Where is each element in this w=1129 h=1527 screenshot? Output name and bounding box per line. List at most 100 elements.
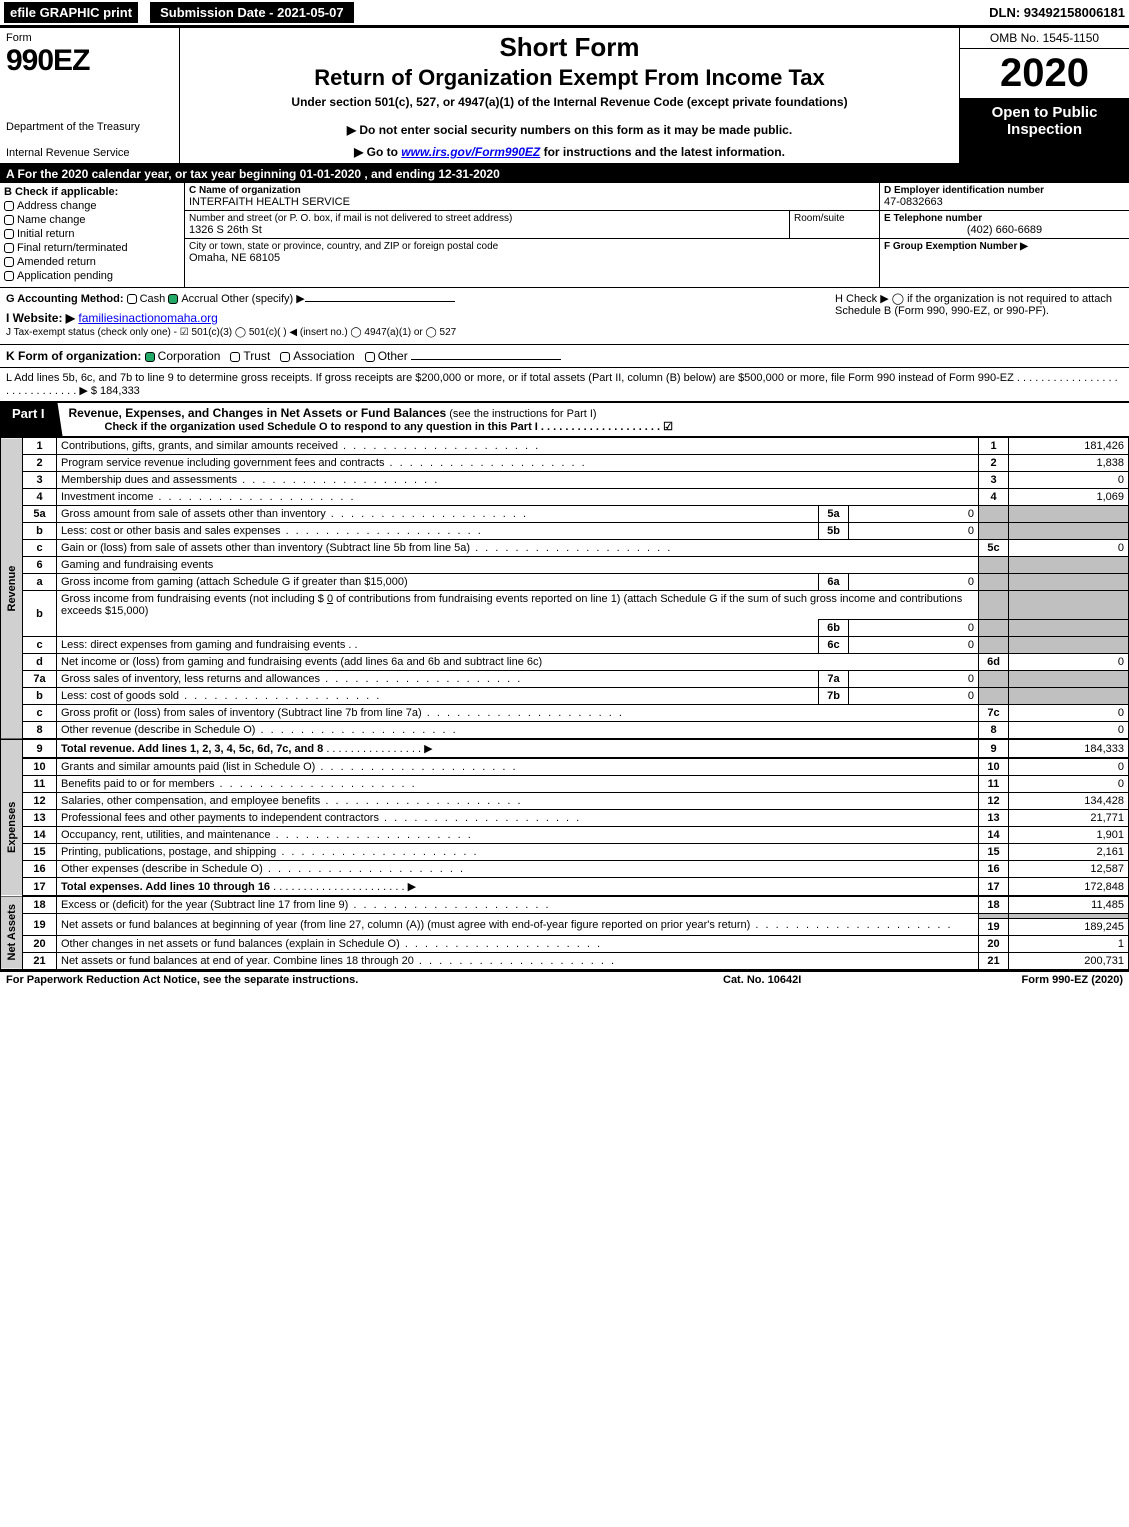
omb-number: OMB No. 1545-1150 [960,28,1129,49]
city-state-zip: Omaha, NE 68105 [189,252,875,264]
top-bar: efile GRAPHIC print Submission Date - 20… [0,0,1129,28]
form-label: Form [6,32,173,44]
efile-print-button[interactable]: efile GRAPHIC print [4,2,138,23]
address-label: Number and street (or P. O. box, if mail… [189,213,785,224]
part-1-header: Part I Revenue, Expenses, and Changes in… [0,403,1129,437]
line-20-refnum: 20 [979,936,1009,953]
footer-form-ref: Form 990-EZ (2020) [923,974,1123,986]
line-10-num: 10 [23,758,57,776]
goto-prefix: ▶ Go to [354,145,401,159]
check-initial-return[interactable]: Initial return [4,228,180,240]
line-10-refnum: 10 [979,758,1009,776]
line-13-num: 13 [23,810,57,827]
line-11-value: 0 [1009,776,1129,793]
tax-year: 2020 [960,49,1129,98]
line-18-desc: Excess or (deficit) for the year (Subtra… [57,896,979,914]
line-6d-num: d [23,654,57,671]
dept-treasury: Department of the Treasury [6,121,173,133]
irs: Internal Revenue Service [6,147,173,159]
checkbox-icon [127,294,137,304]
website-link[interactable]: familiesinactionomaha.org [78,311,217,325]
grey-cell [1009,591,1129,620]
line-19-num: 19 [23,914,57,936]
section-b: B Check if applicable: Address change Na… [0,183,185,287]
goto-link[interactable]: www.irs.gov/Form990EZ [401,145,540,159]
line-13-value: 21,771 [1009,810,1129,827]
line-15-desc: Printing, publications, postage, and shi… [57,844,979,861]
line-18-num: 18 [23,896,57,914]
line-7c-num: c [23,705,57,722]
line-5c-value: 0 [1009,540,1129,557]
line-9-refnum: 9 [979,739,1009,758]
line-8-value: 0 [1009,722,1129,740]
line-5c-num: c [23,540,57,557]
line-2-num: 2 [23,455,57,472]
goto-suffix: for instructions and the latest informat… [540,145,785,159]
check-amended-return[interactable]: Amended return [4,256,180,268]
line-5a-minival: 0 [849,506,979,523]
form-header: Form 990EZ Department of the Treasury In… [0,28,1129,165]
section-k: K Form of organization: Corporation Trus… [0,345,1129,368]
line-8-refnum: 8 [979,722,1009,740]
line-4-value: 1,069 [1009,489,1129,506]
part-1-title-paren: (see the instructions for Part I) [446,408,596,420]
acct-cash: Cash [140,293,166,305]
checkbox-icon [4,229,14,239]
line-5b-mini: 5b [819,523,849,540]
line-12-num: 12 [23,793,57,810]
line-4-num: 4 [23,489,57,506]
group-exemption-label: F Group Exemption Number ▶ [884,241,1125,252]
line-6-num: 6 [23,557,57,574]
line-10-value: 0 [1009,758,1129,776]
short-form-title: Short Form [188,32,951,63]
line-17-num: 17 [23,878,57,897]
line-6b-num: b [23,591,57,637]
header-mid: Short Form Return of Organization Exempt… [180,28,959,163]
org-name-label: C Name of organization [189,185,875,196]
section-g: G Accounting Method: Cash Accrual Other … [0,288,829,344]
phone: (402) 660-6689 [884,224,1125,236]
line-6a-desc: Gross income from gaming (attach Schedul… [57,574,819,591]
line-16-desc: Other expenses (describe in Schedule O) [57,861,979,878]
footer: For Paperwork Reduction Act Notice, see … [0,970,1129,988]
check-name-change[interactable]: Name change [4,214,180,226]
footer-cat-no: Cat. No. 10642I [723,974,923,986]
line-6c-num: c [23,637,57,654]
line-4-desc: Investment income [57,489,979,506]
check-address-change[interactable]: Address change [4,200,180,212]
line-21-desc: Net assets or fund balances at end of ye… [57,953,979,970]
line-7a-mini: 7a [819,671,849,688]
line-13-desc: Professional fees and other payments to … [57,810,979,827]
k-corporation: Corporation [158,349,221,363]
checkbox-icon [4,201,14,211]
line-9-desc: Total revenue. Add lines 1, 2, 3, 4, 5c,… [57,739,979,758]
line-6a-minival: 0 [849,574,979,591]
check-final-return[interactable]: Final return/terminated [4,242,180,254]
line-9-num: 9 [23,739,57,758]
check-application-pending[interactable]: Application pending [4,270,180,282]
grey-cell [979,688,1009,705]
acct-accrual: Accrual [181,293,218,305]
line-21-value: 200,731 [1009,953,1129,970]
k-label: K Form of organization: [6,349,141,363]
line-18-refnum: 18 [979,896,1009,914]
line-10-desc: Grants and similar amounts paid (list in… [57,758,979,776]
line-6b-desc: Gross income from fundraising events (no… [57,591,979,620]
line-2-desc: Program service revenue including govern… [57,455,979,472]
org-name: INTERFAITH HEALTH SERVICE [189,196,875,208]
line-8-num: 8 [23,722,57,740]
grey-cell [1009,620,1129,637]
under-section: Under section 501(c), 527, or 4947(a)(1)… [188,95,951,109]
line-7c-value: 0 [1009,705,1129,722]
line-17-value: 172,848 [1009,878,1129,897]
line-5a-num: 5a [23,506,57,523]
grey-cell [979,591,1009,620]
section-j: J Tax-exempt status (check only one) - ☑… [6,325,823,340]
grey-cell [1009,523,1129,540]
line-1-desc: Contributions, gifts, grants, and simila… [57,438,979,455]
section-c: C Name of organization INTERFAITH HEALTH… [185,183,879,287]
line-7a-desc: Gross sales of inventory, less returns a… [57,671,819,688]
grey-cell [1009,557,1129,574]
line-7a-minival: 0 [849,671,979,688]
footer-paperwork-notice: For Paperwork Reduction Act Notice, see … [6,974,723,986]
